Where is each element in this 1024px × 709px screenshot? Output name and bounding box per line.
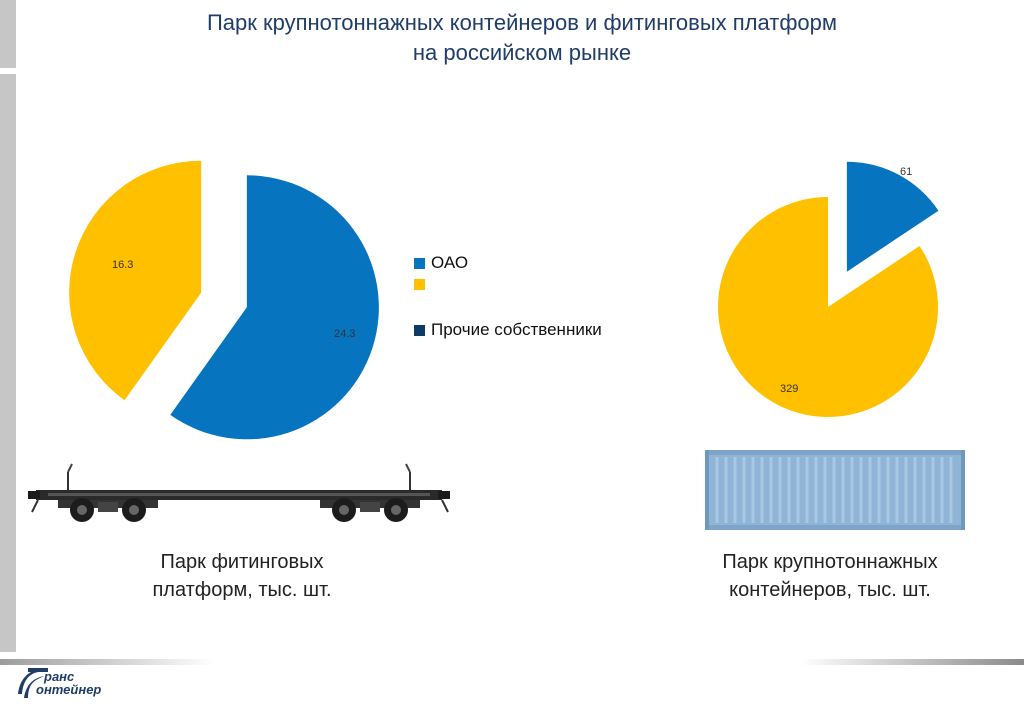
flat-railcar-image bbox=[28, 463, 450, 522]
legend-label-oao: ОАО bbox=[431, 253, 469, 272]
pie-0-data-label-1: 16.3 bbox=[112, 259, 133, 271]
footer-divider-left bbox=[0, 659, 215, 665]
title-line-1: Парк крупнотоннажных контейнеров и фитин… bbox=[206, 10, 838, 35]
legend-swatch-second bbox=[414, 278, 425, 290]
side-decor-bar bbox=[0, 74, 16, 652]
legend-swatch-oao bbox=[414, 257, 425, 269]
legend-swatch-other-owners bbox=[414, 324, 425, 336]
caption-platforms-line-2: платформ, тыс. шт. bbox=[152, 579, 332, 601]
legend-label-other-owners: Прочие собственники bbox=[431, 320, 602, 339]
caption-platforms: Парк фитинговых платформ, тыс. шт. bbox=[112, 548, 372, 604]
shipping-container-image bbox=[705, 450, 965, 530]
pie-0-slice-0 bbox=[170, 175, 379, 440]
pie-0-data-label-0: 24.3 bbox=[334, 328, 355, 340]
caption-containers-line-1: Парк крупнотоннажных bbox=[722, 551, 938, 573]
footer-divider-right bbox=[800, 659, 1024, 665]
caption-containers: Парк крупнотоннажных контейнеров, тыс. ш… bbox=[690, 548, 970, 604]
legend-item-second bbox=[414, 274, 431, 294]
caption-containers-line-2: контейнеров, тыс. шт. bbox=[729, 579, 931, 601]
pie-1-data-label-1: 329 bbox=[780, 383, 798, 395]
logo-text-line-1: ранс bbox=[43, 669, 75, 684]
side-decor-bar-top bbox=[0, 0, 16, 68]
page-title: Парк крупнотоннажных контейнеров и фитин… bbox=[20, 8, 1024, 68]
caption-platforms-line-1: Парк фитинговых bbox=[160, 551, 324, 573]
pie-1-slice-1 bbox=[718, 197, 938, 417]
legend-item-oao: ОАО bbox=[414, 253, 468, 273]
pie-0-slice-1 bbox=[69, 160, 202, 401]
pie-1-slice-0 bbox=[846, 161, 939, 272]
company-logo: ранс онтейнер bbox=[18, 668, 101, 698]
legend-item-other-owners: Прочие собственники bbox=[414, 320, 602, 340]
title-line-2: на российском рынке bbox=[412, 40, 632, 65]
pie-1-data-label-0: 61 bbox=[900, 166, 912, 178]
logo-text-line-2: онтейнер bbox=[36, 682, 101, 697]
